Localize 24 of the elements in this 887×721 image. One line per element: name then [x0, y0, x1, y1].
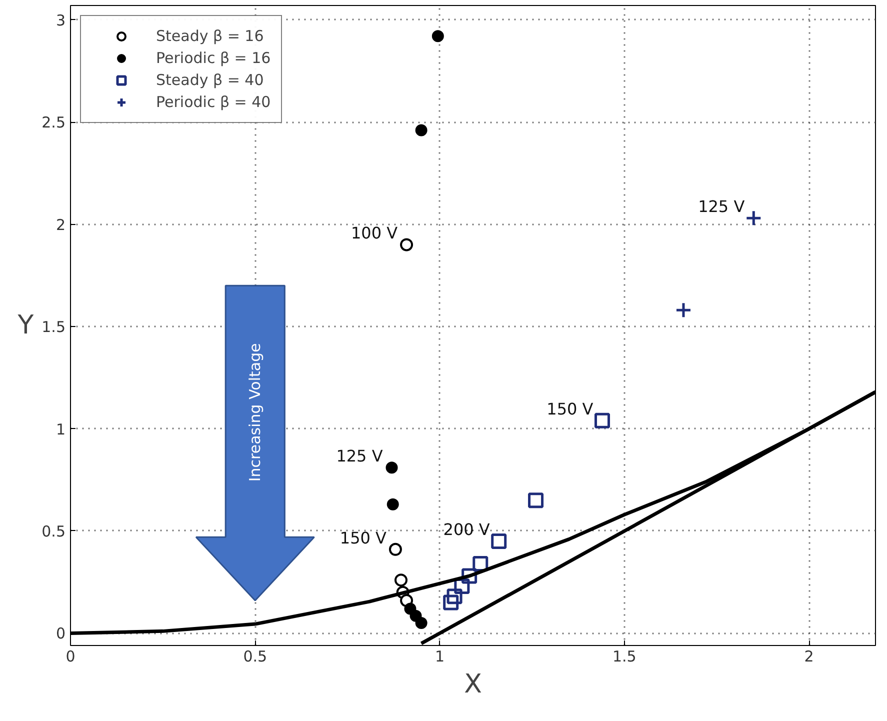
legend-label: Steady β = 16	[156, 27, 264, 45]
legend-label: Periodic β = 16	[156, 49, 271, 67]
annotation: 150 V	[340, 528, 387, 548]
y-tick-label: 0	[56, 624, 66, 643]
annotation: 150 V	[546, 400, 594, 419]
x-tick-label: 1.5	[612, 648, 636, 666]
x-tick-label: 1	[434, 648, 445, 666]
annotation: Increasing Voltage	[246, 343, 264, 482]
x-tick-label: 2	[804, 648, 814, 666]
annotation: 125 V	[698, 197, 745, 216]
y-tick-label: 1.5	[42, 318, 66, 336]
y-tick-label: 1	[56, 420, 66, 438]
y-tick-label: 3	[56, 11, 66, 30]
y-tick-label: 0.5	[42, 522, 66, 540]
legend-label: Steady β = 40	[156, 71, 264, 89]
x-axis-title: X	[464, 670, 482, 700]
y-tick-label: 2	[56, 216, 66, 234]
annotation: 200 V	[443, 520, 490, 540]
y-tick-label: 2.5	[42, 114, 66, 132]
annotation: 100 V	[350, 224, 398, 243]
x-tick-label: 0.5	[243, 648, 268, 666]
annotation: 125 V	[336, 446, 383, 466]
legend-label: Periodic β = 40	[156, 93, 271, 111]
y-axis-title: Y	[16, 310, 34, 340]
